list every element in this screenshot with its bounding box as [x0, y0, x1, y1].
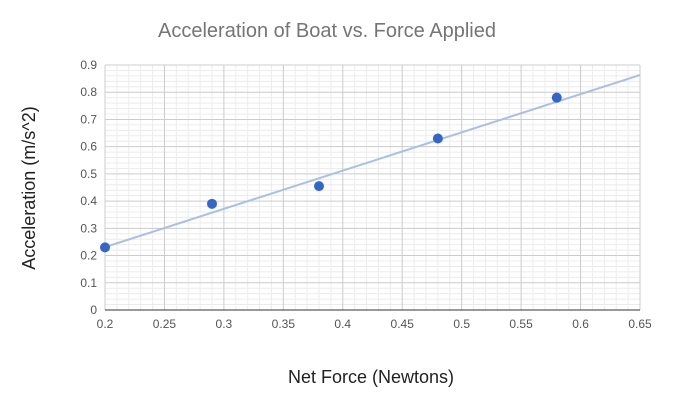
- x-tick-label: 0.35: [272, 317, 296, 331]
- x-tick-label: 0.2: [97, 317, 114, 331]
- y-tick-label: 0.1: [80, 276, 97, 290]
- y-axis-title: Acceleration (m/s^2): [19, 106, 39, 270]
- x-axis-ticks: 0.2 0.25 0.3 0.35 0.4 0.45 0.5 0.55 0.6 0.65: [97, 317, 652, 331]
- x-tick-label: 0.25: [153, 317, 177, 331]
- data-point: [314, 181, 324, 192]
- x-tick-label: 0.4: [334, 317, 351, 331]
- trendline: [104, 74, 641, 249]
- grid: [104, 64, 641, 311]
- data-point: [432, 133, 443, 144]
- x-tick-label: 0.3: [216, 317, 233, 331]
- chart-title: Acceleration of Boat vs. Force Applied: [158, 20, 496, 42]
- x-tick-label: 0.5: [453, 317, 470, 331]
- y-axis-ticks: 0 0.1 0.2 0.3 0.4 0.5 0.6 0.7 0.8 0.9: [80, 58, 97, 317]
- x-tick-label: 0.6: [572, 317, 589, 331]
- y-tick-label: 0.5: [80, 167, 97, 181]
- y-tick-label: 0.3: [80, 221, 97, 235]
- data-point: [551, 92, 562, 103]
- data-point: [207, 198, 217, 209]
- x-tick-label: 0.55: [509, 317, 533, 331]
- x-tick-label: 0.65: [628, 317, 652, 331]
- y-tick-label: 0.9: [80, 58, 97, 72]
- y-tick-label: 0.7: [80, 112, 97, 126]
- trendline-path: [104, 74, 641, 249]
- x-axis-title: Net Force (Newtons): [288, 367, 454, 387]
- y-tick-label: 0.4: [80, 194, 97, 208]
- y-tick-label: 0.8: [80, 85, 97, 99]
- y-tick-label: 0.6: [80, 140, 97, 154]
- y-tick-label: 0: [90, 303, 97, 317]
- data-point: [100, 242, 110, 253]
- y-tick-label: 0.2: [80, 249, 97, 263]
- x-tick-label: 0.45: [391, 317, 415, 331]
- data-points: [100, 92, 562, 253]
